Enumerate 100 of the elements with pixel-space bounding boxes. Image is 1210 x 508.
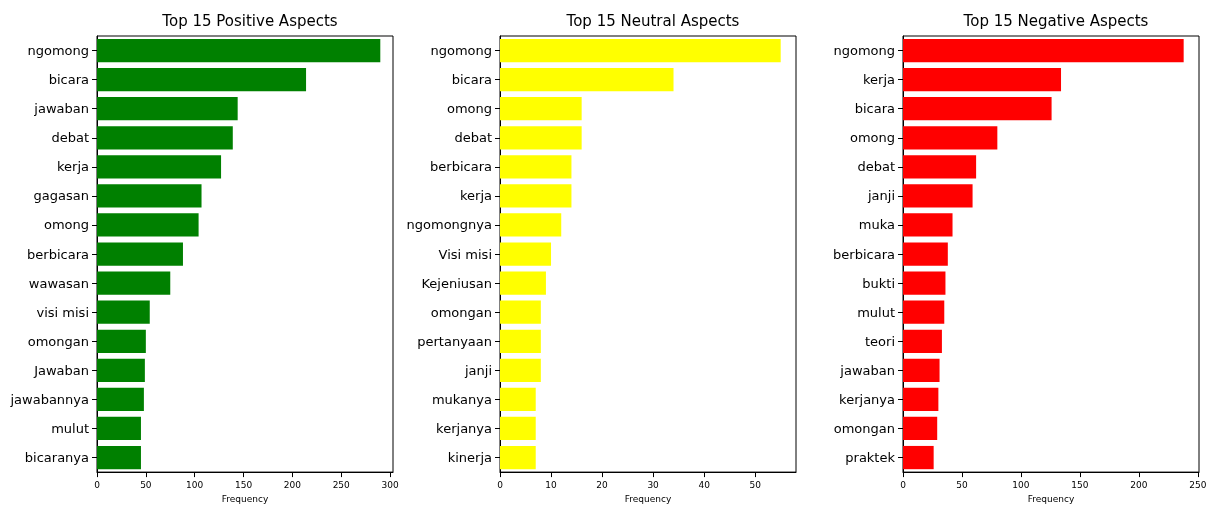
bar — [97, 300, 150, 324]
bar — [500, 97, 582, 121]
bar — [903, 67, 1062, 92]
bar — [97, 358, 145, 382]
x-tick-label: 50 — [140, 479, 152, 490]
bar — [97, 126, 233, 150]
x-tick-label: 100 — [186, 479, 204, 490]
bar — [97, 184, 202, 208]
bar — [500, 445, 536, 470]
y-tick-label: muka — [858, 217, 895, 233]
bar — [903, 387, 939, 412]
bar — [97, 67, 307, 92]
y-tick-label: janji — [463, 362, 492, 378]
y-tick-label: bicaranya — [24, 450, 89, 466]
bar — [903, 329, 942, 353]
x-tick-label: 0 — [497, 479, 504, 490]
bar — [97, 329, 146, 353]
x-axis-title: Frequency — [624, 493, 672, 504]
y-tick-label: kinerja — [447, 450, 492, 466]
y-tick-label: kerjanya — [436, 420, 492, 436]
x-tick-label: 20 — [596, 479, 609, 490]
bar — [97, 271, 171, 295]
chart-title: Top 15 Positive Aspects — [161, 11, 338, 30]
y-tick-label: teori — [864, 333, 895, 349]
bar — [500, 67, 674, 92]
bar — [500, 300, 541, 324]
bar — [903, 184, 973, 208]
x-tick-label: 100 — [1012, 479, 1030, 490]
x-tick-label: 30 — [647, 479, 660, 490]
bar — [903, 445, 934, 470]
y-tick-label: Kejeniusan — [421, 275, 492, 291]
chart-title: Top 15 Negative Aspects — [962, 11, 1149, 30]
bar — [500, 126, 582, 150]
bar — [903, 97, 1052, 121]
bar — [903, 126, 998, 150]
y-tick-label: bicara — [854, 101, 895, 117]
y-tick-label: gagasan — [33, 188, 89, 204]
y-tick-label: mulut — [51, 420, 89, 436]
x-axis-title: Frequency — [221, 493, 269, 504]
bar — [500, 271, 546, 295]
y-tick-label: Jawaban — [33, 362, 89, 378]
bar — [500, 387, 536, 412]
y-tick-label: bukti — [862, 275, 895, 291]
bar — [97, 38, 381, 63]
bar — [500, 38, 781, 63]
y-tick-label: omong — [849, 130, 895, 146]
bar — [97, 155, 222, 179]
y-tick-label: Visi misi — [438, 246, 492, 262]
x-tick-label: 150 — [234, 479, 253, 490]
y-tick-label: omong — [43, 217, 89, 233]
bar — [97, 242, 183, 266]
y-tick-label: bicara — [48, 72, 89, 88]
bar — [500, 416, 536, 441]
y-tick-label: kerja — [57, 159, 89, 175]
x-tick-label: 250 — [332, 479, 351, 490]
y-tick-label: bicara — [451, 72, 492, 88]
x-tick-label: 50 — [749, 479, 762, 490]
x-tick-label: 50 — [956, 479, 968, 490]
y-tick-label: ngomong — [833, 43, 895, 59]
bar — [903, 242, 948, 266]
x-axis-title: Frequency — [1027, 493, 1075, 504]
y-tick-label: wawasan — [28, 275, 89, 291]
y-tick-label: visi misi — [36, 304, 89, 320]
y-tick-label: berbicara — [27, 246, 89, 262]
y-tick-label: debat — [454, 130, 492, 146]
y-tick-label: pertanyaan — [417, 333, 492, 349]
y-tick-label: ngomong — [430, 43, 492, 59]
bar — [903, 416, 938, 441]
bar — [500, 358, 541, 382]
y-tick-label: mukanya — [431, 391, 492, 407]
y-tick-label: debat — [857, 159, 895, 175]
bar — [97, 416, 141, 441]
y-tick-label: kerja — [863, 72, 895, 88]
x-tick-label: 10 — [545, 479, 558, 490]
bar — [903, 358, 940, 382]
x-tick-label: 0 — [900, 479, 907, 490]
y-tick-label: jawabannya — [9, 391, 89, 407]
y-tick-label: berbicara — [430, 159, 492, 175]
bar — [97, 387, 144, 412]
y-tick-label: omongan — [27, 333, 89, 349]
x-tick-label: 150 — [1071, 479, 1089, 490]
bar — [500, 329, 541, 353]
x-tick-label: 200 — [283, 479, 302, 490]
x-tick-label: 300 — [381, 479, 399, 490]
x-tick-label: 250 — [1189, 479, 1207, 490]
y-tick-label: jawaban — [839, 362, 895, 378]
y-tick-label: mulut — [857, 304, 895, 320]
y-tick-label: janji — [866, 188, 895, 204]
bar — [97, 213, 199, 237]
y-tick-label: ngomong — [27, 43, 89, 59]
y-tick-label: omongan — [833, 420, 895, 436]
chart-title: Top 15 Neutral Aspects — [565, 11, 740, 30]
bar — [97, 97, 238, 121]
bar — [500, 213, 562, 237]
bar — [903, 155, 977, 179]
y-tick-label: omong — [446, 101, 492, 117]
x-tick-label: 40 — [698, 479, 711, 490]
y-tick-label: kerjanya — [839, 391, 895, 407]
y-tick-label: omongan — [430, 304, 492, 320]
y-tick-label: kerja — [460, 188, 492, 204]
